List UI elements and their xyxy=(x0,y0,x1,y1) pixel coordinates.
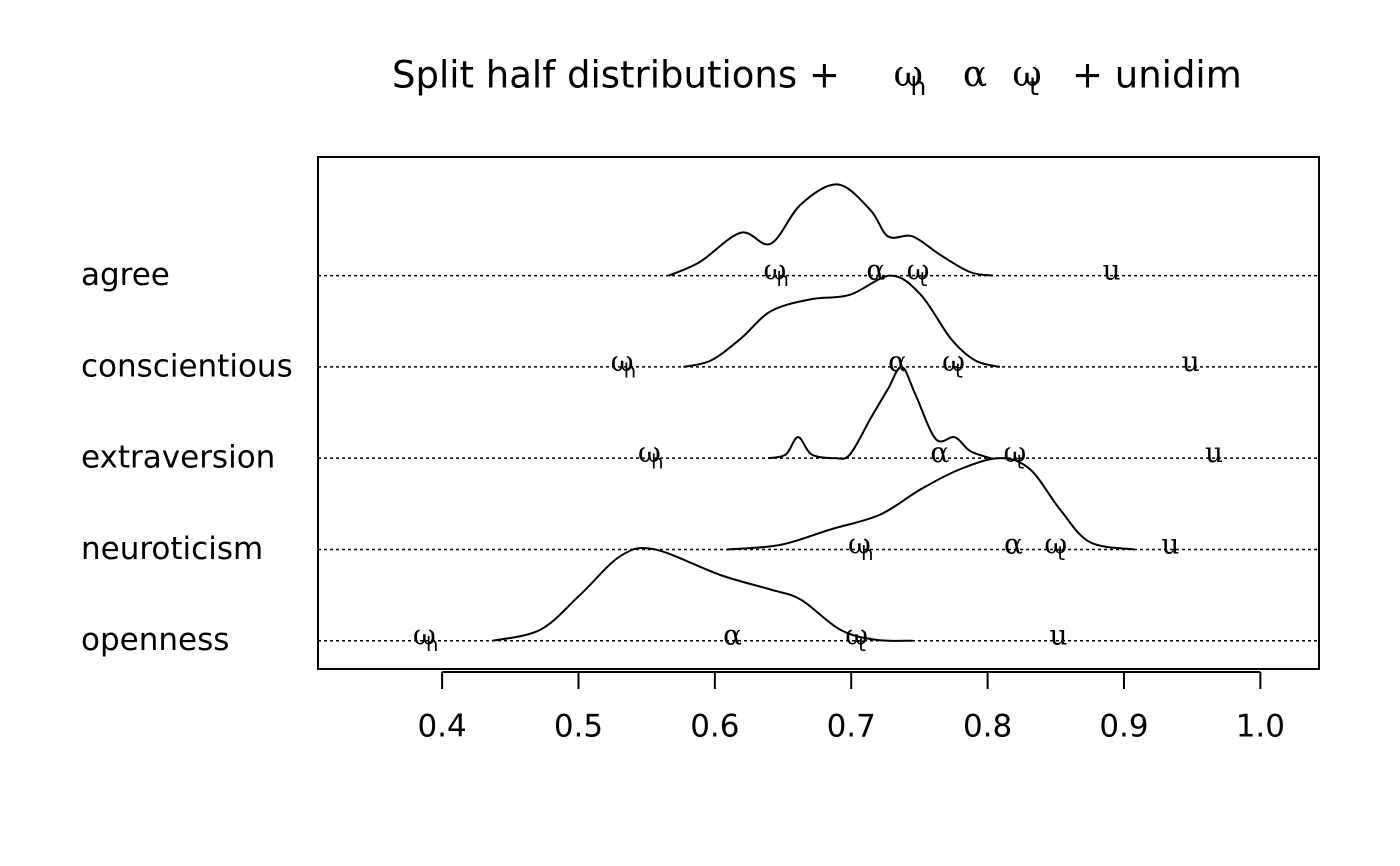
symbol: u xyxy=(1205,436,1223,469)
y-label: conscientious xyxy=(81,348,293,384)
symbol: α xyxy=(963,54,987,95)
symbol: ω xyxy=(1044,527,1067,560)
y-label: extraversion xyxy=(81,440,275,476)
x-tick-label: 1.0 xyxy=(1236,709,1285,745)
symbol: u xyxy=(1182,344,1200,377)
stat-marker: ωh xyxy=(638,436,663,473)
symbol: ω xyxy=(942,344,965,377)
stat-marker: ωt xyxy=(907,253,930,290)
stat-marker: ωt xyxy=(1003,436,1026,473)
stat-marker: ωh xyxy=(611,344,636,381)
stat-marker: ωt xyxy=(845,618,868,655)
density-curve xyxy=(683,274,1001,368)
stat-marker: u xyxy=(1103,253,1121,286)
x-tick-label: 0.6 xyxy=(690,709,739,745)
stat-marker: ωt xyxy=(942,344,965,381)
subscript: t xyxy=(858,633,866,656)
subscript: t xyxy=(1029,72,1039,101)
stat-marker: u xyxy=(1182,344,1200,377)
density-curve xyxy=(492,547,913,642)
stat-marker: α xyxy=(723,618,742,651)
marker-symbol: ωh xyxy=(894,54,927,101)
subscript: h xyxy=(910,72,926,101)
stat-marker: α xyxy=(930,436,949,469)
subscript: t xyxy=(1057,541,1065,564)
symbol: ω xyxy=(1012,54,1041,95)
stat-marker: ωt xyxy=(1044,527,1067,564)
stat-marker: ωh xyxy=(763,253,788,290)
symbol: α xyxy=(723,618,742,651)
symbol: u xyxy=(1161,527,1179,560)
subscript: h xyxy=(624,359,636,382)
symbol: α xyxy=(1004,527,1023,560)
stat-marker: α xyxy=(1004,527,1023,560)
density-curve xyxy=(727,457,1136,551)
symbol: α xyxy=(888,344,907,377)
symbol: u xyxy=(1103,253,1121,286)
y-label: agree xyxy=(81,257,170,293)
subscript: t xyxy=(955,359,963,382)
y-label: neuroticism xyxy=(81,531,263,567)
subscript: h xyxy=(777,268,789,291)
chart-title: Split half distributions + xyxy=(392,54,840,97)
subscript: h xyxy=(651,450,663,473)
symbol: ω xyxy=(845,618,868,651)
x-tick-label: 0.8 xyxy=(963,709,1012,745)
subscript: h xyxy=(426,633,438,656)
symbol: ω xyxy=(1003,436,1026,469)
x-tick-label: 0.7 xyxy=(827,709,876,745)
subscript: h xyxy=(861,541,873,564)
stat-marker: u xyxy=(1161,527,1179,560)
density-curve xyxy=(668,183,994,277)
marker-symbol: α xyxy=(963,54,987,95)
chart-title-end: + unidim xyxy=(1072,54,1242,97)
symbol: ω xyxy=(413,618,436,651)
x-tick-label: 0.9 xyxy=(1099,709,1148,745)
symbol: α xyxy=(930,436,949,469)
stat-marker: α xyxy=(888,344,907,377)
symbol: ω xyxy=(894,54,923,95)
x-tick-label: 0.5 xyxy=(554,709,603,745)
plot-frame xyxy=(317,156,1320,670)
density-curve xyxy=(767,365,991,460)
y-label: openness xyxy=(81,622,229,658)
stat-marker: ωh xyxy=(848,527,873,564)
symbol: ω xyxy=(611,344,634,377)
symbol: ω xyxy=(848,527,871,560)
stat-marker: u xyxy=(1205,436,1223,469)
stat-marker: u xyxy=(1049,618,1067,651)
stat-marker: ωh xyxy=(413,618,438,655)
symbol: ω xyxy=(763,253,786,286)
x-tick-label: 0.4 xyxy=(417,709,466,745)
symbol: u xyxy=(1049,618,1067,651)
symbol: ω xyxy=(907,253,930,286)
symbol: ω xyxy=(638,436,661,469)
marker-symbol: ωt xyxy=(1012,54,1041,101)
subscript: t xyxy=(920,268,928,291)
